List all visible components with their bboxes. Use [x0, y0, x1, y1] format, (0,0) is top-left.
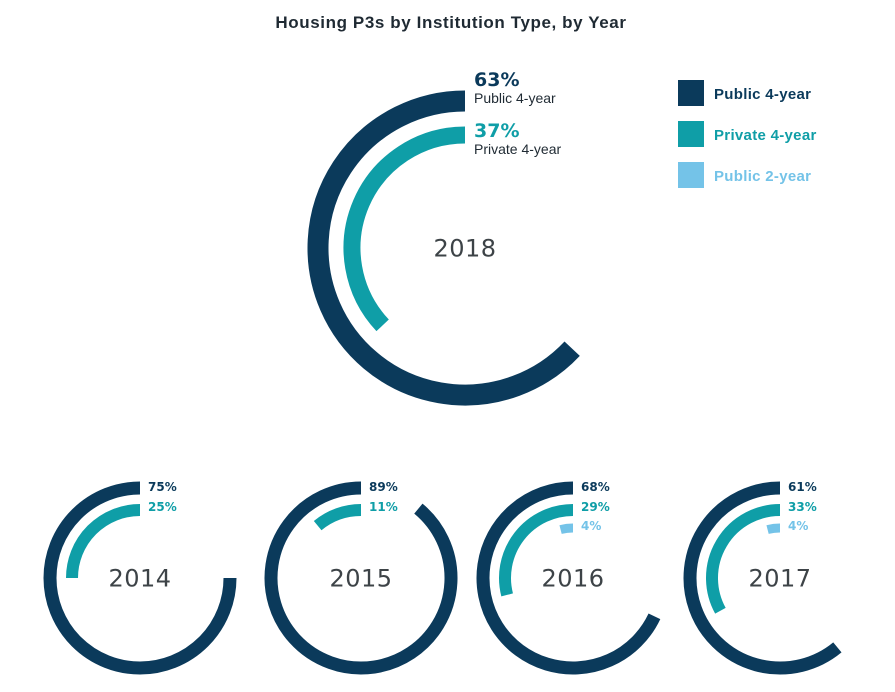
legend-label-private-4-year: Private 4-year — [714, 127, 817, 144]
value-label-2015-private-4-year: 11% — [369, 500, 398, 514]
legend: Public 4-year Private 4-year Public 2-year — [678, 80, 817, 188]
year-label-2018: 2018 — [433, 235, 496, 263]
value-label-2014-private-4-year: 25% — [148, 500, 177, 514]
arc-2018-private-4-year — [343, 126, 466, 332]
ring-group-2014: 2014 75% 25% — [43, 480, 237, 675]
arc-2016-private-4-year — [499, 504, 574, 597]
ring-group-2018: 2018 63%Public 4-year 37%Private 4-year — [307, 69, 580, 406]
arc-2016-public-4-year — [476, 481, 661, 675]
ring-group-2017: 2017 61% 33% 4% — [683, 480, 842, 675]
arc-2014-public-4-year — [43, 481, 237, 675]
category-label-2018-private-4-year: Private 4-year — [474, 141, 561, 157]
year-label-2017: 2017 — [748, 565, 811, 593]
year-label-2015: 2015 — [329, 565, 392, 593]
arc-2018-public-4-year — [307, 90, 580, 406]
legend-swatch-public-2-year — [678, 162, 704, 188]
arc-2017-public-4-year — [683, 481, 842, 675]
year-label-2016: 2016 — [541, 565, 604, 593]
arc-2017-private-4-year — [706, 504, 781, 614]
value-label-2015-public-4-year: 89% — [369, 480, 398, 494]
category-label-2018-public-4-year: Public 4-year — [474, 90, 556, 106]
value-label-2017-private-4-year: 33% — [788, 500, 817, 514]
value-label-2016-public-2-year: 4% — [581, 519, 601, 533]
value-label-2016-private-4-year: 29% — [581, 500, 610, 514]
arc-2014-private-4-year — [66, 504, 141, 579]
legend-swatch-private-4-year — [678, 121, 704, 147]
ring-group-2015: 2015 89% 11% — [264, 480, 458, 675]
arc-2017-public-2-year — [766, 523, 781, 534]
chart-title: Housing P3s by Institution Type, by Year — [275, 13, 626, 32]
legend-swatch-public-4-year — [678, 80, 704, 106]
legend-label-public-4-year: Public 4-year — [714, 86, 811, 103]
value-label-2018-private-4-year: 37% — [474, 120, 519, 142]
arc-2015-public-4-year — [264, 481, 458, 675]
value-label-2017-public-2-year: 4% — [788, 519, 808, 533]
value-label-2017-public-4-year: 61% — [788, 480, 817, 494]
arc-2015-private-4-year — [313, 504, 362, 531]
legend-label-public-2-year: Public 2-year — [714, 168, 811, 185]
year-label-2014: 2014 — [108, 565, 171, 593]
value-label-2016-public-4-year: 68% — [581, 480, 610, 494]
value-label-2014-public-4-year: 75% — [148, 480, 177, 494]
arc-2016-public-2-year — [559, 523, 574, 534]
value-label-2018-public-4-year: 63% — [474, 69, 519, 91]
ring-group-2016: 2016 68% 29% 4% — [476, 480, 661, 675]
